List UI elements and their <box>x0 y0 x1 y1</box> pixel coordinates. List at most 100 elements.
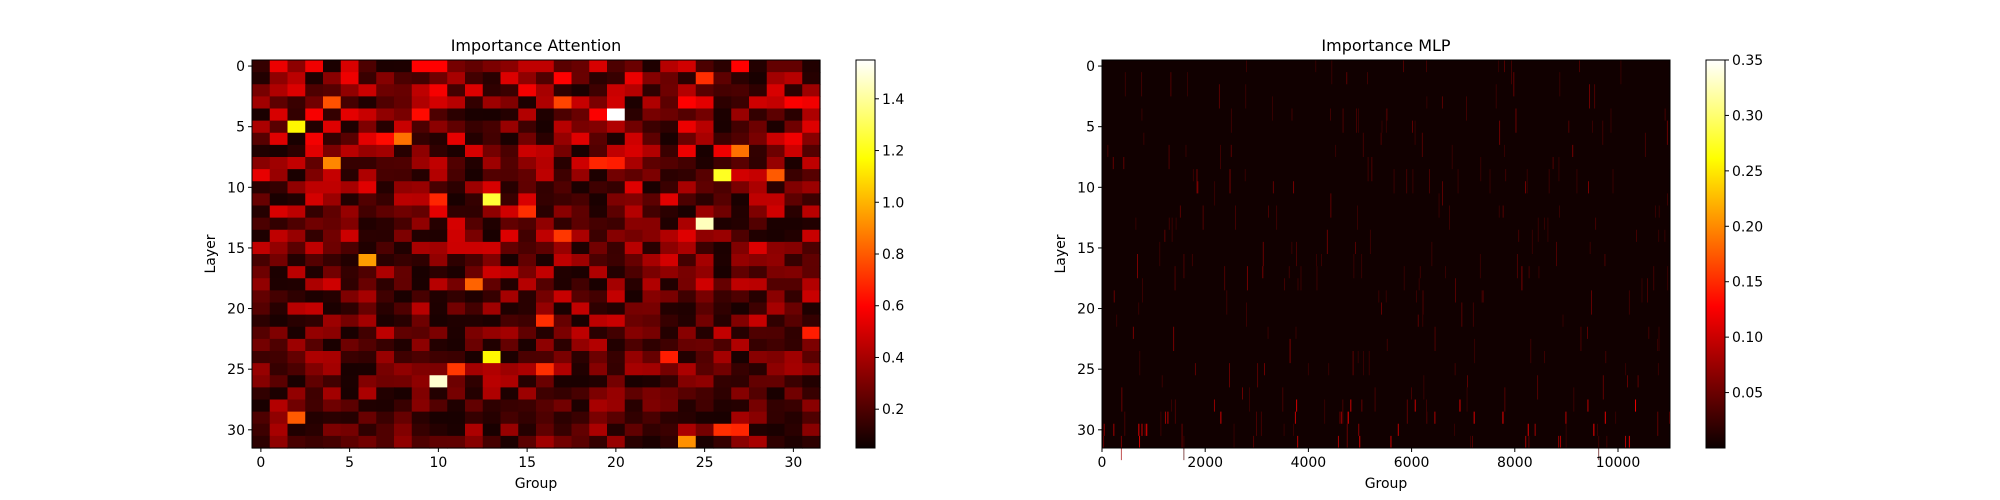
heatmap-cell <box>252 132 271 146</box>
heatmap-cell <box>411 290 431 304</box>
heatmap-cell <box>589 108 608 122</box>
heatmap-cell <box>323 60 342 73</box>
heatmap-cell <box>731 375 750 388</box>
heatmap-cell <box>287 193 306 207</box>
heatmap-cell <box>1552 157 1554 170</box>
heatmap-cell <box>1276 205 1278 230</box>
heatmap-cell <box>553 435 573 449</box>
heatmap-cell <box>607 144 626 158</box>
heatmap-cell <box>1559 72 1561 97</box>
heatmap-cell <box>518 144 537 158</box>
heatmap-cell <box>713 157 732 170</box>
heatmap-cell <box>1296 399 1298 412</box>
heatmap-cell <box>269 435 289 449</box>
heatmap-cell <box>553 314 573 328</box>
heatmap-cell <box>660 132 679 146</box>
heatmap-cell <box>518 241 537 255</box>
heatmap-cell <box>1229 169 1231 194</box>
heatmap-cell <box>731 193 750 207</box>
heatmap-cell <box>287 96 306 110</box>
heatmap-cell <box>1558 157 1560 182</box>
heatmap-cell <box>553 338 573 352</box>
heatmap-cell <box>447 120 466 134</box>
heatmap-cell <box>731 132 750 146</box>
heatmap-cell <box>678 193 697 207</box>
heatmap-cell <box>642 363 661 376</box>
heatmap-cell <box>678 423 697 437</box>
heatmap-cell <box>784 205 803 219</box>
y-tick-label: 0 <box>1086 59 1095 75</box>
heatmap-cell <box>571 363 590 376</box>
heatmap-cell <box>1544 351 1545 364</box>
heatmap-cell <box>358 302 377 316</box>
heatmap-cell <box>607 120 626 134</box>
heatmap-cell <box>1220 144 1221 170</box>
heatmap-cell <box>376 302 395 316</box>
heatmap-cell <box>482 205 502 219</box>
heatmap-cell <box>305 205 324 219</box>
heatmap-cell <box>1137 254 1138 279</box>
heatmap-cell <box>749 314 768 328</box>
mlp-title: Importance MLP <box>1321 36 1450 55</box>
heatmap-cell <box>1502 205 1504 218</box>
heatmap-cell <box>305 241 324 255</box>
heatmap-cell <box>323 375 342 388</box>
heatmap-cell <box>376 169 395 182</box>
heatmap-cell <box>571 241 590 255</box>
heatmap-cell <box>447 266 466 279</box>
heatmap-cell <box>784 84 803 97</box>
heatmap-cell <box>607 254 626 267</box>
heatmap-cell <box>376 120 395 134</box>
heatmap-cell <box>660 399 679 413</box>
heatmap-cell <box>1171 217 1173 242</box>
heatmap-cell <box>571 387 590 401</box>
heatmap-cell <box>660 338 679 352</box>
heatmap-cell <box>695 169 715 182</box>
heatmap-cell <box>358 120 377 134</box>
heatmap-cell <box>500 241 519 255</box>
heatmap-cell <box>731 399 750 413</box>
heatmap-cell <box>394 108 413 122</box>
heatmap-cell <box>1264 363 1265 376</box>
heatmap-cell <box>624 169 644 182</box>
heatmap-cell <box>731 120 750 134</box>
heatmap-cell <box>447 241 466 255</box>
heatmap-cell <box>411 266 431 279</box>
heatmap-cell <box>642 435 661 449</box>
heatmap-cell <box>749 363 768 376</box>
heatmap-cell <box>624 387 644 401</box>
heatmap-cell <box>1316 266 1318 291</box>
heatmap-cell <box>269 314 289 328</box>
heatmap-cell <box>802 423 821 437</box>
heatmap-cell <box>553 229 573 243</box>
heatmap-cell <box>784 120 803 134</box>
heatmap-cell <box>482 326 502 340</box>
colorbar-tick-label: 0.15 <box>1732 275 1763 291</box>
attention-y-ticks: 0 5 10 15 20 25 30 <box>227 59 252 439</box>
heatmap-cell <box>340 399 360 413</box>
heatmap-cell <box>553 217 573 231</box>
heatmap-cell <box>784 375 803 388</box>
heatmap-cell <box>447 132 466 146</box>
heatmap-cell <box>1174 399 1176 424</box>
heatmap-cell <box>784 351 803 364</box>
heatmap-cell <box>766 254 786 267</box>
x-tick-label: 10000 <box>1596 455 1641 471</box>
heatmap-cell <box>465 181 484 194</box>
heatmap-cell <box>607 84 626 97</box>
heatmap-cell <box>358 266 377 279</box>
heatmap-cell <box>429 229 448 243</box>
heatmap-cell <box>802 326 821 340</box>
heatmap-cell <box>1197 181 1199 194</box>
heatmap-cell <box>358 144 377 158</box>
heatmap-cell <box>1426 96 1428 109</box>
heatmap-cell <box>1170 72 1172 97</box>
heatmap-cell <box>340 181 360 194</box>
heatmap-cell <box>305 338 324 352</box>
heatmap-cell <box>394 132 413 146</box>
heatmap-cell <box>553 193 573 207</box>
heatmap-cell <box>607 181 626 194</box>
heatmap-cell <box>607 108 626 122</box>
heatmap-cell <box>731 302 750 316</box>
heatmap-cell <box>571 96 590 110</box>
